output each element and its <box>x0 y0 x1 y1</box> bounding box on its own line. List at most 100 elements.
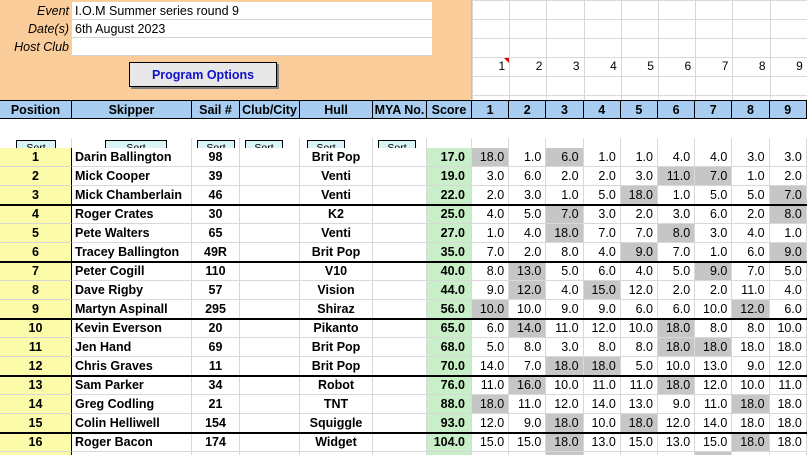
table-row[interactable]: 11 Jen Hand 69 Brit Pop 68.0 5.0 8.0 3.0 8.0 8.0 1… <box>0 338 807 357</box>
cell-race-score[interactable]: 3.0 <box>546 338 584 357</box>
cell-race-score[interactable]: 10.0 <box>732 376 770 395</box>
event-field-input[interactable]: I.O.M Summer series round 9 <box>72 2 432 20</box>
race-number-label[interactable]: 6 <box>684 59 692 73</box>
cell-race-score[interactable]: 1.0 <box>472 224 510 243</box>
cell-race-score[interactable]: 8.0 <box>472 262 510 281</box>
cell-position[interactable]: 14 <box>0 395 72 414</box>
cell-race-score[interactable]: 14.0 <box>583 395 621 414</box>
cell-race-score[interactable]: 3.0 <box>509 186 547 205</box>
cell-sail[interactable]: 69 <box>192 338 240 357</box>
table-row[interactable]: 5 Pete Walters 65 Venti 27.0 1.0 4.0 18.0 7.0 7.0… <box>0 224 807 243</box>
cell-race-score[interactable]: 2.0 <box>509 243 547 262</box>
cell-skipper[interactable]: Kevin Everson <box>72 319 192 338</box>
cell-sail[interactable]: 34 <box>192 376 240 395</box>
event-field-input[interactable] <box>72 38 432 56</box>
cell-race-score[interactable]: 3.0 <box>732 148 770 167</box>
cell-mya[interactable] <box>373 148 427 167</box>
cell-mya[interactable] <box>373 300 427 319</box>
cell-score[interactable]: 76.0 <box>427 376 472 395</box>
cell-skipper[interactable]: Peter Cogill <box>72 262 192 281</box>
cell-race-score[interactable]: 15.0 <box>583 281 621 300</box>
column-header-mya[interactable]: MYA No. <box>373 100 427 119</box>
cell-race-score[interactable]: 1.0 <box>509 148 547 167</box>
cell-race-score[interactable]: 18.0 <box>769 414 807 433</box>
cell-race-score[interactable]: 4.0 <box>769 281 807 300</box>
cell-race-score[interactable]: 4.0 <box>546 281 584 300</box>
cell-race-score[interactable]: 7.0 <box>695 167 733 186</box>
cell-club[interactable] <box>240 167 300 186</box>
cell-race-score[interactable]: 7.0 <box>583 224 621 243</box>
race-number-label[interactable]: 2 <box>535 59 543 73</box>
cell-race-score[interactable]: 14.0 <box>695 414 733 433</box>
cell-mya[interactable] <box>373 186 427 205</box>
cell-race-score[interactable]: 8.0 <box>732 319 770 338</box>
cell-mya[interactable] <box>373 414 427 433</box>
cell-position[interactable]: 3 <box>0 186 72 205</box>
cell-score[interactable]: 104.0 <box>427 433 472 452</box>
race-number-label[interactable]: 9 <box>796 59 803 73</box>
cell-race-score[interactable]: 4.0 <box>583 243 621 262</box>
cell-position[interactable]: 12 <box>0 357 72 376</box>
cell-race-score[interactable]: 9.0 <box>546 300 584 319</box>
cell-score[interactable]: 65.0 <box>427 319 472 338</box>
cell-race-score[interactable]: 5.0 <box>583 186 621 205</box>
cell-race-score[interactable]: 13.0 <box>583 433 621 452</box>
cell-race-score[interactable]: 2.0 <box>695 281 733 300</box>
cell-skipper[interactable]: Colin Helliwell <box>72 414 192 433</box>
cell-race-score[interactable]: 5.0 <box>769 262 807 281</box>
cell-race-score[interactable]: 2.0 <box>472 186 510 205</box>
cell-race-score[interactable]: 18.0 <box>546 224 584 243</box>
cell-race-score[interactable]: 12.0 <box>620 281 658 300</box>
race-number-label[interactable]: 4 <box>610 59 617 73</box>
table-row[interactable]: 8 Dave Rigby 57 Vision 44.0 9.0 12.0 4.0 15.0 12.… <box>0 281 807 300</box>
cell-race-score[interactable]: 5.0 <box>472 338 510 357</box>
table-row[interactable]: 9 Martyn Aspinall 295 Shiraz 56.0 10.0 10.0 9.0… <box>0 300 807 319</box>
cell-skipper[interactable]: Sam Parker <box>72 376 192 395</box>
table-row[interactable]: 14 Greg Codling 21 TNT 88.0 18.0 11.0 12.0 14.0 1… <box>0 395 807 414</box>
column-header-race-7[interactable]: 7 <box>695 100 733 119</box>
cell-race-score[interactable]: 18.0 <box>546 414 584 433</box>
cell-mya[interactable] <box>373 433 427 452</box>
cell-mya[interactable] <box>373 205 427 224</box>
cell-mya[interactable] <box>373 262 427 281</box>
cell-sail[interactable]: 174 <box>192 433 240 452</box>
cell-score[interactable]: 17.0 <box>427 148 472 167</box>
cell-hull[interactable]: Widget <box>300 433 373 452</box>
cell-race-score[interactable]: 6.0 <box>546 148 584 167</box>
cell-race-score[interactable]: 2.0 <box>620 205 658 224</box>
cell-sail[interactable]: 21 <box>192 395 240 414</box>
cell-score[interactable]: 40.0 <box>427 262 472 281</box>
column-header-sail[interactable]: Sail # <box>192 100 240 119</box>
cell-hull[interactable]: Brit Pop <box>300 148 373 167</box>
cell-club[interactable] <box>240 376 300 395</box>
cell-race-score[interactable]: 6.0 <box>620 300 658 319</box>
cell-race-score[interactable]: 4.0 <box>509 224 547 243</box>
cell-hull[interactable]: K2 <box>300 205 373 224</box>
cell-race-score[interactable]: 6.0 <box>732 243 770 262</box>
cell-score[interactable]: 27.0 <box>427 224 472 243</box>
cell-race-score[interactable]: 6.0 <box>509 167 547 186</box>
cell-race-score[interactable]: 18.0 <box>472 395 510 414</box>
cell-hull[interactable]: TNT <box>300 395 373 414</box>
cell-race-score[interactable]: 4.0 <box>695 148 733 167</box>
column-header-club[interactable]: Club/City <box>240 100 300 119</box>
cell-race-score[interactable]: 18.0 <box>732 338 770 357</box>
cell-race-score[interactable]: 4.0 <box>472 205 510 224</box>
cell-race-score[interactable]: 10.0 <box>658 357 696 376</box>
cell-race-score[interactable]: 12.0 <box>695 376 733 395</box>
cell-position[interactable]: 16 <box>0 433 72 452</box>
cell-hull[interactable]: Squiggle <box>300 414 373 433</box>
race-number-label[interactable]: 8 <box>758 59 766 73</box>
cell-skipper[interactable]: Mick Cooper <box>72 167 192 186</box>
cell-race-score[interactable]: 8.0 <box>620 338 658 357</box>
cell-race-score[interactable]: 1.0 <box>620 148 658 167</box>
cell-race-score[interactable]: 7.0 <box>769 186 807 205</box>
cell-race-score[interactable]: 9.0 <box>472 281 510 300</box>
cell-race-score[interactable]: 8.0 <box>509 338 547 357</box>
cell-race-score[interactable]: 12.0 <box>732 300 770 319</box>
cell-score[interactable]: 70.0 <box>427 357 472 376</box>
cell-position[interactable]: 15 <box>0 414 72 433</box>
cell-race-score[interactable]: 12.0 <box>583 319 621 338</box>
cell-race-score[interactable]: 6.0 <box>769 300 807 319</box>
cell-race-score[interactable]: 1.0 <box>658 186 696 205</box>
